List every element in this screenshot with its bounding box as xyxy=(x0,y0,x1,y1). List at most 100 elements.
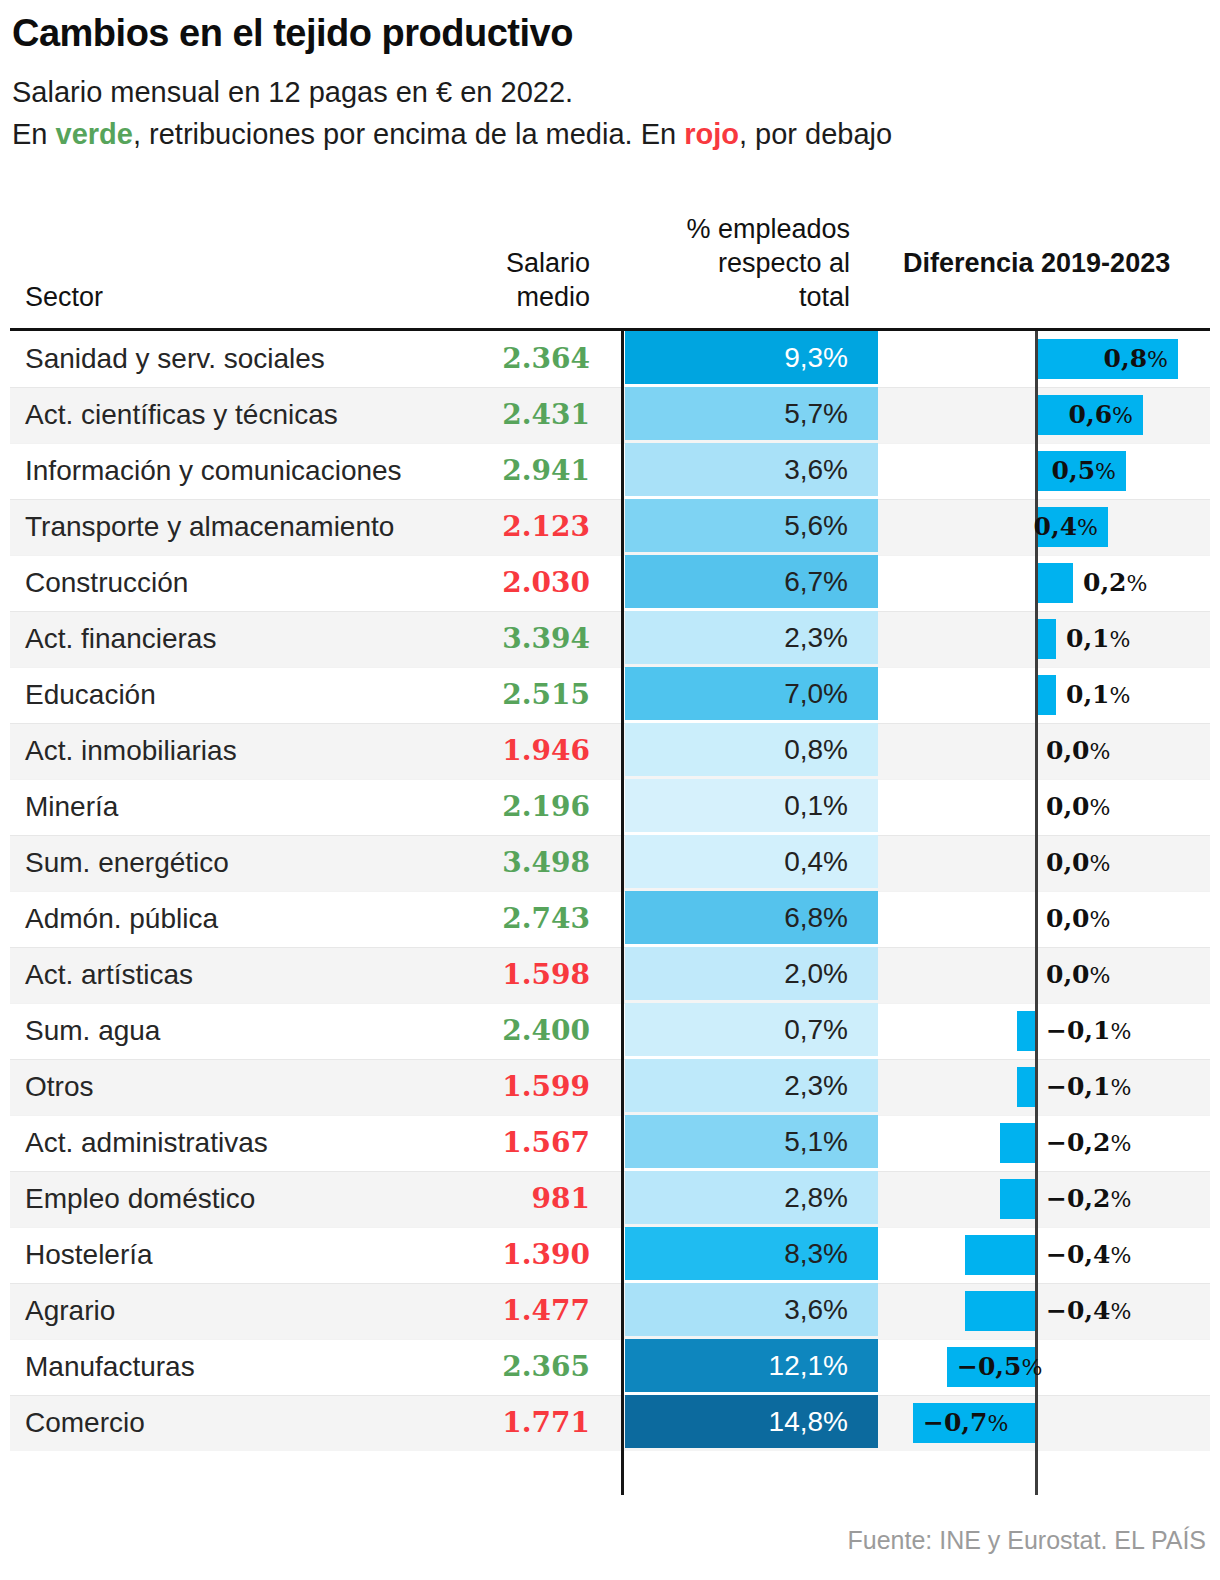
pct-employees-value: 8,3% xyxy=(625,1227,878,1280)
salary-value: 2.431 xyxy=(390,387,590,443)
table-row: Minería2.1960,1%0,0% xyxy=(10,779,1210,835)
sector-label: Otros xyxy=(25,1059,93,1115)
table-row: Sum. energético3.4980,4%0,0% xyxy=(10,835,1210,891)
pct-employees-cell: 3,6% xyxy=(625,1283,878,1336)
pct-employees-value: 0,7% xyxy=(625,1003,878,1056)
sector-label: Admón. pública xyxy=(25,891,218,947)
diff-value-label: 0,2% xyxy=(1083,555,1147,611)
legend-mid: , retribuciones por encima de la media. … xyxy=(133,118,684,150)
diff-value-label: 0,1% xyxy=(1066,611,1130,667)
pct-employees-cell: 14,8% xyxy=(625,1395,878,1448)
diff-value-label: 0,0% xyxy=(1046,891,1110,947)
salary-value: 3.498 xyxy=(390,835,590,891)
pct-employees-value: 0,1% xyxy=(625,779,878,832)
table-row: Información y comunicaciones2.9413,6%0,5… xyxy=(10,443,1210,499)
table-row: Transporte y almacenamiento2.123 5,6% 0,4% xyxy=(10,499,1210,555)
pct-employees-value: 0,8% xyxy=(625,723,878,776)
salary-value: 3.394 xyxy=(390,611,590,667)
sector-label: Educación xyxy=(25,667,156,723)
table-row: Act. artísticas1.5982,0%0,0% xyxy=(10,947,1210,1003)
diff-value-label: 0,4% xyxy=(1034,499,1098,555)
table-row: Act. administrativas1.5675,1%−0,2% xyxy=(10,1115,1210,1171)
diff-value-label: 0,8% xyxy=(1104,331,1168,387)
diff-value-label: 0,1% xyxy=(1066,667,1130,723)
salary-value: 981 xyxy=(390,1171,590,1227)
pct-employees-value: 3,6% xyxy=(625,443,878,496)
salary-value: 2.515 xyxy=(390,667,590,723)
legend-red-word: rojo xyxy=(684,118,739,150)
pct-employees-value: 12,1% xyxy=(625,1339,878,1392)
table-row: Manufacturas2.36512,1%−0,5% xyxy=(10,1339,1210,1395)
diff-bar xyxy=(1017,1011,1035,1051)
data-table: Sanidad y serv. sociales2.3649,3%0,8%Act… xyxy=(10,328,1210,1451)
chart-subtitle: Salario mensual en 12 pagas en € en 2022… xyxy=(12,76,573,109)
diff-bar xyxy=(1000,1179,1035,1219)
pct-employees-cell: 6,7% xyxy=(625,555,878,608)
sector-label: Sum. agua xyxy=(25,1003,160,1059)
sector-label: Manufacturas xyxy=(25,1339,195,1395)
table-row: Act. inmobiliarias1.9460,8%0,0% xyxy=(10,723,1210,779)
sector-label: Construcción xyxy=(25,555,188,611)
salary-value: 2.123 xyxy=(390,499,590,555)
table-row: Agrario 1.477 3,6% −0,4% xyxy=(10,1283,1210,1339)
pct-employees-cell: 5,7% xyxy=(625,387,878,440)
diff-bar xyxy=(965,1291,1035,1331)
pct-employees-cell: 6,8% xyxy=(625,891,878,944)
diff-value-label: −0,4% xyxy=(1046,1283,1131,1339)
chart-legend-line: En verde, retribuciones por encima de la… xyxy=(12,118,892,151)
table-row: Admón. pública2.7436,8%0,0% xyxy=(10,891,1210,947)
pct-employees-value: 6,8% xyxy=(625,891,878,944)
table-row: Sum. agua2.4000,7%−0,1% xyxy=(10,1003,1210,1059)
sector-label: Hostelería xyxy=(25,1227,153,1283)
diff-value-label: 0,0% xyxy=(1046,779,1110,835)
pct-employees-cell: 0,4% xyxy=(625,835,878,888)
diff-value-label: −0,1% xyxy=(1046,1059,1131,1115)
diff-value-label: −0,1% xyxy=(1046,1003,1131,1059)
pct-employees-value: 5,1% xyxy=(625,1115,878,1168)
table-row: Comercio1.77114,8%−0,7% xyxy=(10,1395,1210,1451)
pct-employees-value: 2,3% xyxy=(625,611,878,664)
salary-value: 1.477 xyxy=(390,1283,590,1339)
sector-label: Agrario xyxy=(25,1283,115,1339)
pct-column-divider-line xyxy=(621,331,624,1495)
table-body: Sanidad y serv. sociales2.3649,3%0,8%Act… xyxy=(10,331,1210,1451)
salary-value: 2.196 xyxy=(390,779,590,835)
diff-bar xyxy=(1038,675,1056,715)
diff-bar xyxy=(1017,1067,1035,1107)
sector-label: Transporte y almacenamiento xyxy=(25,499,394,555)
pct-employees-value: 0,4% xyxy=(625,835,878,888)
legend-pre: En xyxy=(12,118,56,150)
pct-employees-value: 5,6% xyxy=(625,499,878,552)
salary-value: 1.946 xyxy=(390,723,590,779)
sector-label: Act. inmobiliarias xyxy=(25,723,237,779)
pct-employees-value: 6,7% xyxy=(625,555,878,608)
pct-employees-cell: 0,1% xyxy=(625,779,878,832)
pct-employees-value: 2,0% xyxy=(625,947,878,1000)
pct-employees-value: 2,3% xyxy=(625,1059,878,1112)
salary-value: 1.567 xyxy=(390,1115,590,1171)
pct-employees-cell: 5,1% xyxy=(625,1115,878,1168)
table-row: Otros 1.599 2,3% −0,1% xyxy=(10,1059,1210,1115)
source-credit: Fuente: INE y Eurostat. EL PAÍS xyxy=(848,1526,1207,1555)
salary-value: 2.364 xyxy=(390,331,590,387)
pct-employees-cell: 8,3% xyxy=(625,1227,878,1280)
legend-green-word: verde xyxy=(56,118,133,150)
salary-value: 1.771 xyxy=(390,1395,590,1451)
sector-label: Empleo doméstico xyxy=(25,1171,255,1227)
sector-label: Act. científicas y técnicas xyxy=(25,387,338,443)
pct-employees-cell: 5,6% xyxy=(625,499,878,552)
salary-value: 1.599 xyxy=(390,1059,590,1115)
column-header-diff-2019-2023: Diferencia 2019-2023 xyxy=(903,246,1183,280)
pct-employees-cell: 3,6% xyxy=(625,443,878,496)
column-header-salary: Salario medio xyxy=(480,246,590,314)
pct-employees-cell: 12,1% xyxy=(625,1339,878,1392)
pct-employees-cell: 9,3% xyxy=(625,331,878,384)
diff-value-label: −0,2% xyxy=(1046,1171,1131,1227)
table-row: Educación2.5157,0%0,1% xyxy=(10,667,1210,723)
salary-value: 1.390 xyxy=(390,1227,590,1283)
column-header-sector: Sector xyxy=(25,280,103,314)
table-row: Empleo doméstico9812,8%−0,2% xyxy=(10,1171,1210,1227)
salary-value: 2.941 xyxy=(390,443,590,499)
column-header-pct-employees: % empleados respecto al total xyxy=(680,212,850,314)
chart-page: Cambios en el tejido productivo Salario … xyxy=(0,0,1220,1580)
